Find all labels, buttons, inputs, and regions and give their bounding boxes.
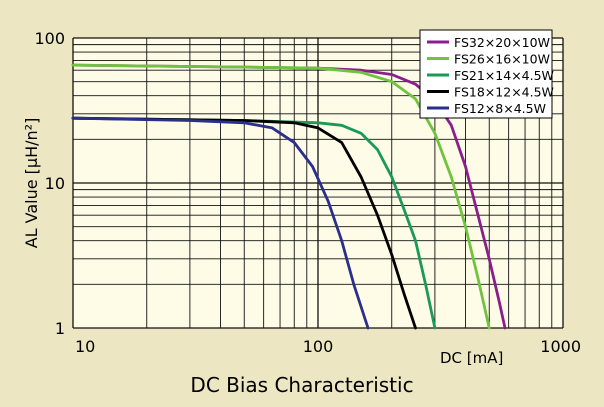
- series-lines: [71, 63, 507, 330]
- series-line: [71, 116, 370, 330]
- legend-label: FS21×14×4.5W: [454, 68, 554, 83]
- series-line: [71, 63, 491, 330]
- chart-title: DC Bias Characteristic: [190, 373, 413, 397]
- legend-label: FS12×8×4.5W: [454, 101, 546, 116]
- x-axis-label: DC [mA]: [440, 349, 503, 367]
- legend-label: FS18×12×4.5W: [454, 85, 554, 100]
- series-line: [71, 116, 417, 330]
- legend-label: FS32×20×10W: [454, 35, 550, 50]
- y-tick-label: 100: [34, 29, 65, 48]
- x-tick-label: 1000: [540, 337, 581, 356]
- y-tick-label: 10: [45, 174, 65, 193]
- x-tick-label: 10: [75, 337, 95, 356]
- y-tick-label: 1: [55, 319, 65, 338]
- tick-labels: 10 100 1000 1 10 100: [34, 29, 581, 356]
- legend-label: FS26×16×10W: [454, 52, 550, 67]
- x-tick-label: 100: [303, 337, 334, 356]
- y-axis-label: AL Value [μH/n²]: [22, 118, 41, 249]
